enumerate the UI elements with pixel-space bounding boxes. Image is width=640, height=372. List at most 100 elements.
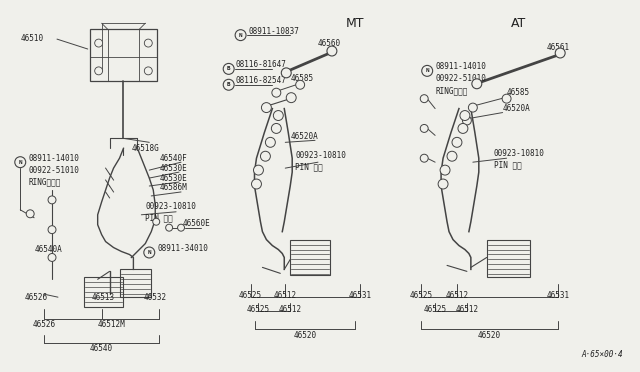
Circle shape — [144, 247, 155, 258]
Text: A·65×00·4: A·65×00·4 — [581, 350, 623, 359]
Text: 46532: 46532 — [143, 293, 166, 302]
Circle shape — [556, 48, 565, 58]
Text: N: N — [426, 68, 429, 73]
Text: 46526: 46526 — [24, 293, 47, 302]
Text: PIN ピン: PIN ピン — [295, 163, 323, 171]
Text: N: N — [148, 250, 151, 255]
Text: 00922-51010: 00922-51010 — [435, 74, 486, 83]
Circle shape — [252, 179, 262, 189]
Text: 46512: 46512 — [445, 291, 468, 300]
Text: 08911-10837: 08911-10837 — [248, 27, 300, 36]
Circle shape — [266, 137, 275, 147]
Circle shape — [48, 226, 56, 234]
Circle shape — [235, 30, 246, 41]
Circle shape — [145, 67, 152, 75]
Text: 46526: 46526 — [33, 320, 56, 330]
Text: 46531: 46531 — [547, 291, 570, 300]
Circle shape — [440, 165, 450, 175]
Bar — [290, 240, 330, 275]
Circle shape — [420, 154, 428, 162]
Text: 46525: 46525 — [410, 291, 433, 300]
Text: RINGリング: RINGリング — [28, 177, 61, 186]
Text: 46531: 46531 — [348, 291, 371, 300]
Text: 46512: 46512 — [455, 305, 479, 314]
Text: 46520A: 46520A — [290, 132, 318, 141]
Circle shape — [95, 67, 102, 75]
Text: 46512: 46512 — [274, 291, 297, 300]
Text: MT: MT — [346, 17, 364, 30]
Bar — [487, 240, 531, 277]
Circle shape — [472, 79, 482, 89]
Circle shape — [273, 110, 284, 121]
Circle shape — [95, 39, 102, 47]
Circle shape — [452, 137, 462, 147]
Circle shape — [260, 151, 270, 161]
Circle shape — [166, 224, 173, 231]
Text: 08116-81647: 08116-81647 — [236, 60, 287, 70]
Circle shape — [262, 103, 271, 113]
Circle shape — [327, 46, 337, 56]
Circle shape — [502, 94, 511, 103]
Bar — [84, 277, 124, 307]
Circle shape — [253, 165, 264, 175]
Circle shape — [153, 218, 160, 225]
Circle shape — [447, 151, 457, 161]
Text: 46560: 46560 — [318, 39, 341, 48]
Text: 46510: 46510 — [20, 33, 44, 43]
Text: 46520A: 46520A — [502, 104, 531, 113]
Text: 08911-14010: 08911-14010 — [28, 154, 79, 163]
Circle shape — [463, 116, 472, 125]
Circle shape — [48, 253, 56, 262]
Text: 08911-34010: 08911-34010 — [157, 244, 208, 253]
Text: 00923-10810: 00923-10810 — [295, 151, 346, 160]
Bar — [90, 29, 157, 81]
Circle shape — [282, 68, 291, 78]
Text: N: N — [19, 160, 22, 165]
Text: 08911-14010: 08911-14010 — [435, 62, 486, 71]
Text: 46525: 46525 — [424, 305, 447, 314]
Circle shape — [223, 63, 234, 74]
Text: B: B — [227, 66, 230, 71]
Circle shape — [271, 124, 282, 134]
Text: PIN ピン: PIN ピン — [493, 161, 522, 170]
Circle shape — [296, 80, 305, 89]
Text: PIN ピン: PIN ピン — [145, 213, 173, 222]
Text: 08116-82547: 08116-82547 — [236, 76, 287, 85]
Circle shape — [223, 79, 234, 90]
Text: 46586M: 46586M — [159, 183, 187, 192]
Text: AT: AT — [511, 17, 526, 30]
Text: 00923-10810: 00923-10810 — [493, 149, 545, 158]
Circle shape — [26, 210, 34, 218]
Text: 46513: 46513 — [92, 293, 115, 302]
Text: 46530E: 46530E — [159, 164, 187, 173]
Text: 46540A: 46540A — [34, 245, 62, 254]
Circle shape — [458, 124, 468, 134]
Circle shape — [145, 39, 152, 47]
Circle shape — [420, 125, 428, 132]
Circle shape — [420, 95, 428, 103]
Text: 46540F: 46540F — [159, 154, 187, 163]
Circle shape — [15, 157, 26, 168]
Text: 46520: 46520 — [294, 331, 317, 340]
Text: 46512: 46512 — [278, 305, 302, 314]
Text: 46525: 46525 — [239, 291, 262, 300]
Text: B: B — [227, 82, 230, 87]
Text: 00923-10810: 00923-10810 — [145, 202, 196, 211]
Text: 46540: 46540 — [90, 344, 113, 353]
Text: 00922-51010: 00922-51010 — [28, 166, 79, 174]
Circle shape — [468, 103, 477, 112]
Text: 46585: 46585 — [507, 88, 530, 97]
Circle shape — [286, 93, 296, 103]
Text: 46525: 46525 — [247, 305, 270, 314]
Circle shape — [460, 110, 470, 121]
Circle shape — [438, 179, 448, 189]
Bar — [120, 269, 151, 297]
Circle shape — [48, 196, 56, 204]
Text: RINGリング: RINGリング — [435, 86, 467, 95]
Text: 46585: 46585 — [290, 74, 314, 83]
Circle shape — [177, 224, 184, 231]
Circle shape — [272, 88, 281, 97]
Text: N: N — [239, 33, 243, 38]
Text: 46518G: 46518G — [131, 144, 159, 153]
Text: 46560E: 46560E — [183, 219, 211, 228]
